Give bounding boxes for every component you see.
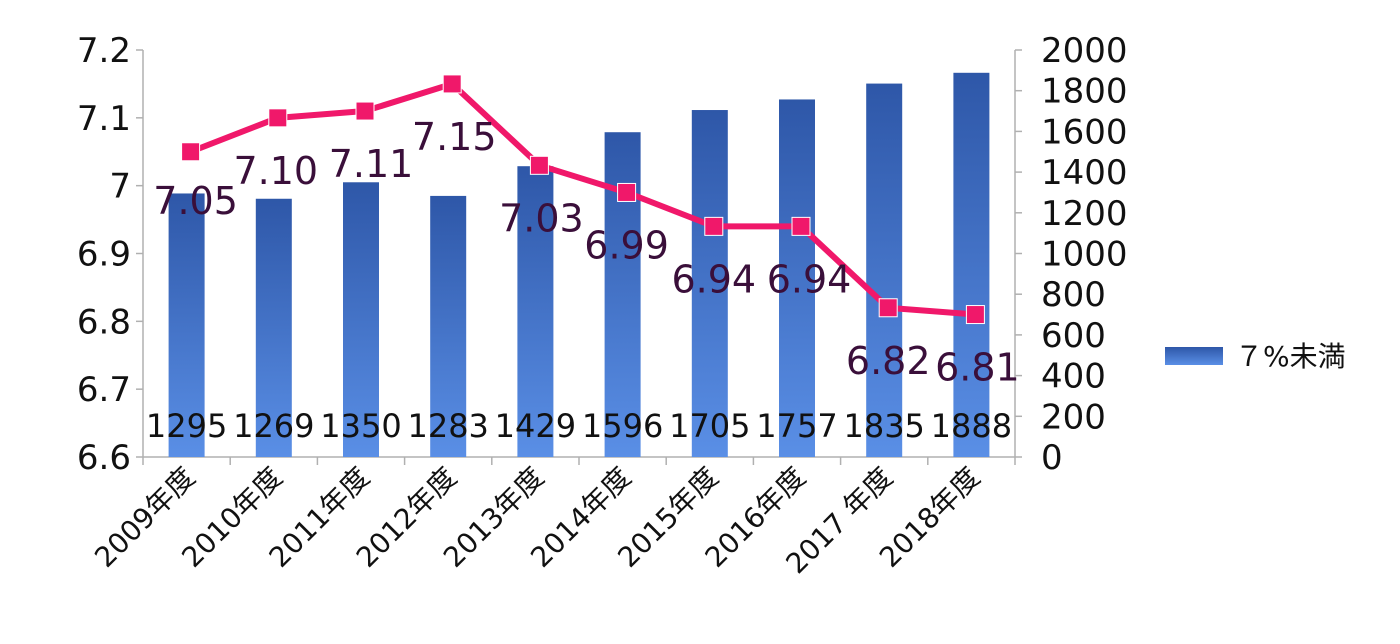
bar-value-label: 1705 [669,407,750,445]
right-tick-label: 1600 [1041,112,1128,152]
line-marker [181,142,201,162]
line-value-label: 7.10 [233,149,318,193]
bar [953,72,990,458]
line-value-label: 6.81 [935,346,1020,390]
legend-swatch [1165,347,1223,365]
line-value-label: 6.94 [671,257,756,301]
line-value-label: 6.99 [584,223,669,267]
bar-value-label: 1835 [843,407,924,445]
line-marker [791,216,811,236]
right-tick-label: 400 [1041,357,1106,397]
line-series [189,80,976,318]
right-tick-label: 600 [1041,316,1106,356]
right-tick-label: 2000 [1041,31,1128,71]
bar-value-label: 1283 [407,407,488,445]
right-tick-label: 1000 [1041,235,1128,275]
bar [517,166,554,458]
left-tick-label: 7.2 [77,31,131,71]
line-value-label: 7.03 [499,196,584,240]
left-tick-label: 6.9 [77,235,131,275]
bar [343,182,379,457]
left-tick-label: 6.8 [77,302,131,342]
right-tick-label: 1400 [1041,153,1128,193]
line-marker [617,182,637,202]
bars-group [168,72,990,458]
bar-value-label: 1429 [495,407,576,445]
line-marker [355,101,375,121]
right-tick-label: 200 [1041,397,1106,437]
bar [866,83,903,457]
line-marker [442,74,462,94]
bar [691,110,728,457]
left-tick-label: 6.6 [77,438,131,478]
bar-value-label: 1269 [233,407,314,445]
bar-value-label: 1757 [756,407,837,445]
line-value-label: 7.11 [329,142,414,186]
line-value-label: 7.15 [412,115,497,159]
line-marker [529,155,549,175]
right-tick-label: 1800 [1041,72,1128,112]
line-marker [268,108,288,128]
line-group [181,74,985,325]
line-value-label: 7.05 [153,179,238,223]
bar-value-label: 1295 [146,407,227,445]
bar-value-label: 1350 [320,407,401,445]
bar [779,99,815,457]
right-tick-label: 0 [1041,438,1063,478]
left-tick-label: 7 [109,167,131,207]
left-tick-label: 7.1 [77,99,131,139]
bar-value-label: 1596 [582,407,663,445]
legend-label: ７%未満 [1235,340,1346,373]
bar [168,193,205,457]
line-value-label: 6.82 [846,339,931,383]
line-marker [965,305,985,325]
bar [255,198,292,458]
right-tick-label: 1200 [1041,194,1128,234]
line-value-label: 6.94 [767,257,852,301]
right-tick-label: 800 [1041,275,1106,315]
left-tick-label: 6.7 [77,370,131,410]
line-marker [704,216,724,236]
line-marker [878,298,898,318]
legend: ７%未満 [1165,340,1346,373]
bar-value-label: 1888 [931,407,1012,445]
bar [430,195,467,458]
labels-group: 1295 1269 1350 1283 1429 1596 1705 1757 1835 1888… [146,115,1020,445]
